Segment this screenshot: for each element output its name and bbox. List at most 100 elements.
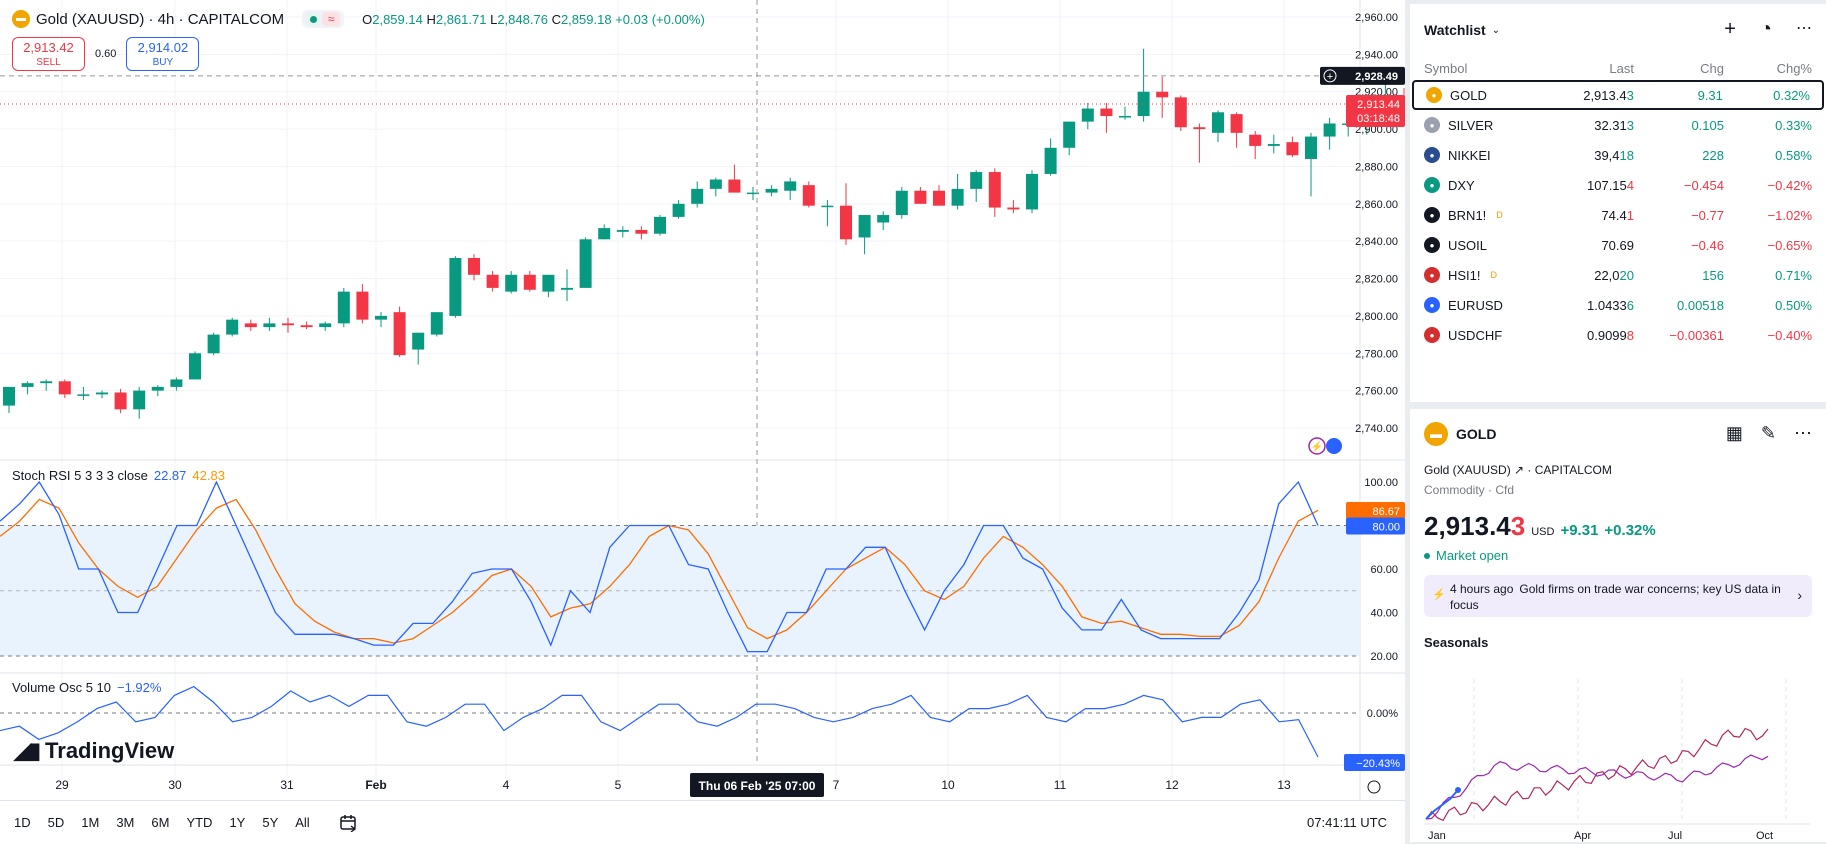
watchlist-row-usoil[interactable]: ● USOIL 70.69 −0.46 −0.65% <box>1410 230 1826 260</box>
more-icon[interactable]: ⋯ <box>1796 20 1812 37</box>
row-symbol: ● EURUSD <box>1424 297 1554 313</box>
stoch-axis-label: 60.00 <box>1370 564 1398 576</box>
volume-osc-legend[interactable]: Volume Osc 5 10 −1.92% <box>12 680 161 695</box>
range-5d[interactable]: 5D <box>47 815 65 830</box>
chart-panel[interactable]: 2,960.00 2,940.00 2,920.00 2,900.00 2,880.00… <box>0 0 1405 844</box>
price-axis-label: 2,960.00 <box>1355 12 1398 24</box>
symbol-title[interactable]: Gold (XAUUSD) · 4h · CAPITALCOM <box>36 10 285 28</box>
candle-body <box>802 185 815 206</box>
range-ytd[interactable]: YTD <box>186 815 213 830</box>
candle-body <box>96 392 108 395</box>
news-card[interactable]: ⚡ 4 hours ago Gold firms on trade war con… <box>1424 575 1812 617</box>
stoch-rsi-legend[interactable]: Stoch RSI 5 3 3 3 close 22.87 42.83 <box>12 468 225 483</box>
sell-button[interactable]: 2,913.42 SELL <box>12 37 85 71</box>
crosshair-price-value: 2,928.49 <box>1355 71 1398 83</box>
candle-body <box>430 312 443 335</box>
details-ticker[interactable]: GOLD <box>1456 426 1497 442</box>
col-symbol[interactable]: Symbol <box>1424 60 1468 76</box>
candle-body <box>765 188 778 193</box>
silver-icon: ● <box>1424 117 1440 133</box>
row-last: 2,913.43 <box>1583 87 1634 103</box>
candle-body <box>1174 97 1187 128</box>
watchlist-row-silver[interactable]: ● SILVER 32.313 0.105 0.33% <box>1410 110 1826 140</box>
watchlist-title[interactable]: Watchlist <box>1424 22 1486 38</box>
add-symbol-icon[interactable]: + <box>1724 18 1736 40</box>
osc-tag-value: −20.43% <box>1356 758 1400 770</box>
candle-body <box>728 179 741 193</box>
watchlist-panel: Watchlist ⌄ + ◔ ⋯ Symbol Last Chg Chg% ●… <box>1410 4 1826 402</box>
watchlist-row-hsi1[interactable]: ● HSI1! D 22,020 156 0.71% <box>1410 260 1826 290</box>
seasonals-month-label: Jan <box>1428 830 1446 842</box>
range-3m[interactable]: 3M <box>116 815 135 830</box>
candle-body <box>77 394 90 396</box>
candle-body <box>356 291 369 320</box>
candle-body <box>375 315 387 320</box>
time-axis-label: 30 <box>168 778 182 792</box>
layout-grid-icon[interactable]: ▦ <box>1725 423 1743 443</box>
external-link-icon[interactable]: ↗ <box>1514 463 1528 477</box>
go-to-date-icon[interactable] <box>339 814 359 832</box>
buy-price: 2,914.02 <box>137 40 189 55</box>
edit-icon[interactable]: ✎ <box>1760 423 1776 443</box>
stoch-k-line <box>0 480 1319 653</box>
details-full-name[interactable]: Gold (XAUUSD) ↗ · CAPITALCOM <box>1424 463 1612 477</box>
stoch-axis-label: 40.00 <box>1370 608 1398 620</box>
candle-body <box>1081 108 1094 122</box>
candle-body <box>263 323 276 328</box>
watchlist-row-nikkei[interactable]: ● NIKKEI 39,418 228 0.58% <box>1410 140 1826 170</box>
candle-body <box>654 216 666 234</box>
col-chg[interactable]: Chg <box>1700 60 1724 76</box>
nikkei-icon: ● <box>1424 147 1440 163</box>
close-value: 2,859.18 <box>560 11 612 27</box>
candle-body <box>189 353 201 380</box>
watchlist-row-brn1[interactable]: ● BRN1! D 74.41 −0.77 −1.02% <box>1410 200 1826 230</box>
candle-body <box>1156 91 1169 98</box>
seasonals-title[interactable]: Seasonals <box>1424 635 1489 650</box>
range-1d[interactable]: 1D <box>14 815 31 830</box>
candle-body <box>933 190 945 206</box>
candle-body <box>858 215 871 238</box>
row-last: 22,020 <box>1594 267 1634 283</box>
row-chg: 0.00518 <box>1677 297 1724 313</box>
symbol-label: USDCHF <box>1448 327 1503 343</box>
row-chg: −0.454 <box>1683 177 1724 193</box>
candle-body <box>114 392 127 410</box>
market-status-pill[interactable]: ≈ <box>302 10 345 28</box>
range-1m[interactable]: 1M <box>81 815 100 830</box>
time-axis-label: 7 <box>833 778 840 792</box>
advanced-view-icon[interactable]: ◔ <box>1759 18 1772 40</box>
tradingview-wordmark: TradingView <box>45 738 175 763</box>
seasonals-chart[interactable]: Jan Apr Jul Oct <box>1410 669 1826 842</box>
range-1y[interactable]: 1Y <box>229 815 246 830</box>
chart-canvas[interactable]: 2,960.002,940.002,920.002,900.002,880.00… <box>0 0 1405 844</box>
watchlist-row-dxy[interactable]: ● DXY 107.154 −0.454 −0.42% <box>1410 170 1826 200</box>
stoch-k-value: 22.87 <box>153 468 187 483</box>
symbol-label: GOLD <box>1450 87 1487 103</box>
buy-button[interactable]: 2,914.02 BUY <box>126 37 200 71</box>
range-all[interactable]: All <box>295 815 310 830</box>
watchlist-row-usdchf[interactable]: ● USDCHF 0.90998 −0.00361 −0.40% <box>1410 320 1826 350</box>
row-chg-pct: −0.40% <box>1767 327 1812 343</box>
range-6m[interactable]: 6M <box>151 815 170 830</box>
chevron-down-icon[interactable]: ⌄ <box>1491 24 1501 36</box>
candle-body <box>1100 108 1113 117</box>
watchlist-row-gold[interactable]: ● GOLD 2,913.43 9.31 0.32% <box>1412 80 1824 110</box>
buy-label: BUY <box>152 57 174 68</box>
col-last[interactable]: Last <box>1609 60 1634 76</box>
price-axis-label: 2,760.00 <box>1355 386 1398 398</box>
col-chg-pct[interactable]: Chg% <box>1776 60 1812 76</box>
utc-clock[interactable]: 07:41:11 UTC <box>1307 815 1387 830</box>
candle-body <box>561 287 573 290</box>
seasonals-series-line <box>1425 727 1769 822</box>
watchlist-row-eurusd[interactable]: ● EURUSD 1.04336 0.00518 0.50% <box>1410 290 1826 320</box>
gold-icon: ▬ <box>1424 422 1448 446</box>
candle-body <box>282 323 294 326</box>
bottom-toolbar: 1D 5D 1M 3M 6M YTD 1Y 5Y All 07:41:11 UT… <box>0 800 1405 844</box>
candle-body <box>598 228 611 240</box>
tradingview-logo[interactable]: ◢▮ TradingView <box>14 738 174 764</box>
row-last: 74.41 <box>1601 207 1634 223</box>
candle-body <box>635 229 648 234</box>
more-icon[interactable]: ⋯ <box>1794 423 1812 443</box>
range-5y[interactable]: 5Y <box>262 815 279 830</box>
price-axis-label: 2,740.00 <box>1355 423 1398 435</box>
